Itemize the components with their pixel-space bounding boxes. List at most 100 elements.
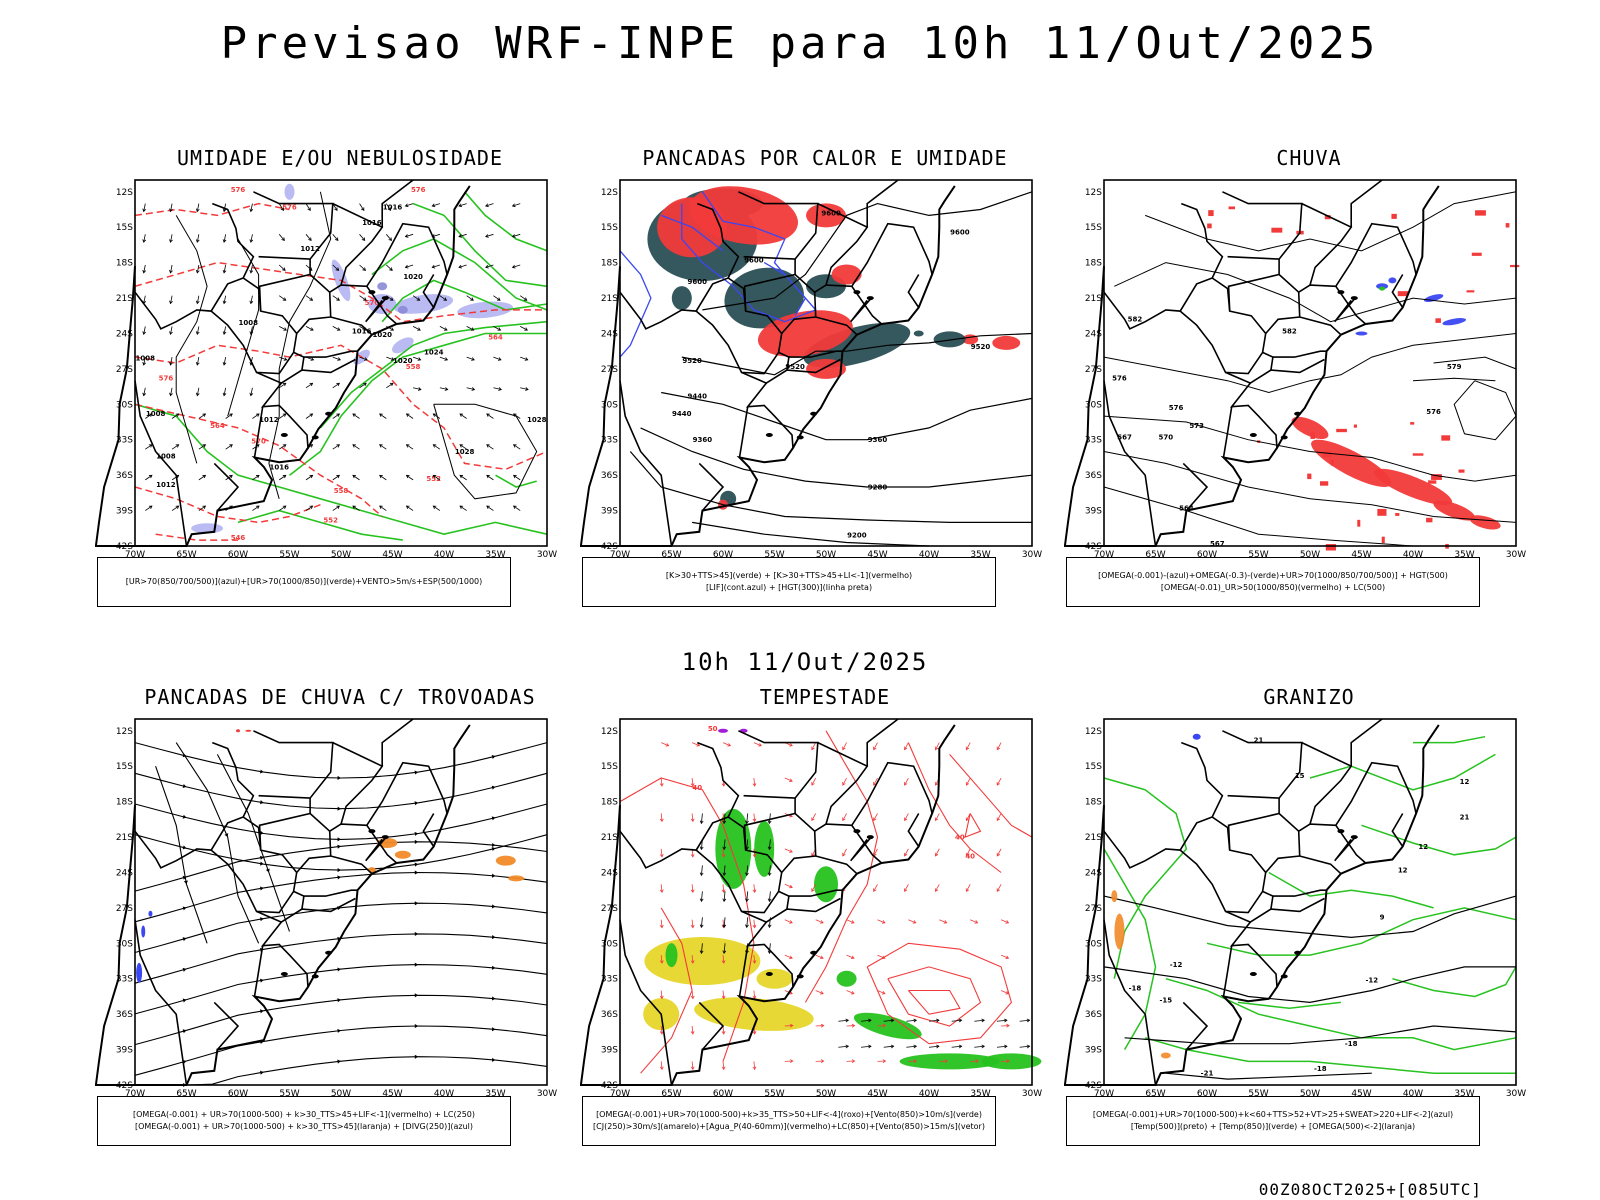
wind-vector	[143, 357, 146, 366]
wind-vector	[722, 1061, 725, 1070]
wind-vector	[175, 505, 180, 509]
lon-tick-label: 35W	[970, 550, 990, 560]
lon-tick-label: 65W	[1145, 550, 1165, 560]
wind-vector	[169, 331, 173, 336]
wind-vector	[202, 505, 207, 509]
wind-vector	[486, 475, 494, 481]
map-pancadas-calor: 9600 9600 9600 9600 9520 9520 9520 9440 9440 9360…	[580, 179, 1042, 560]
lon-tick-label: 50W	[1300, 550, 1320, 560]
wind-vector	[486, 505, 494, 511]
wind-vector	[659, 818, 664, 823]
streamline-arrowhead	[491, 996, 496, 1001]
strong-wind-vector	[868, 1044, 872, 1049]
wind-vector	[525, 387, 529, 391]
wind-vector	[252, 413, 260, 419]
wind-vector	[352, 475, 360, 481]
wind-vector	[842, 782, 846, 786]
wind-vector	[996, 782, 1001, 786]
lat-tick-label: 33S	[116, 975, 133, 985]
wind-vector	[379, 505, 383, 509]
lon-tick-label: 45W	[1351, 550, 1371, 560]
wind-vector	[170, 387, 173, 396]
strong-wind-vector	[722, 924, 727, 929]
wind-vector	[170, 326, 173, 335]
wind-vector	[282, 267, 286, 271]
wind-vector	[996, 884, 1002, 892]
wind-vector	[310, 357, 315, 361]
wind-vector	[223, 295, 227, 304]
streamline-arrowhead	[265, 868, 270, 873]
contour-label-red: 570	[251, 437, 266, 445]
wind-vector	[690, 783, 695, 787]
border-line	[422, 274, 435, 308]
contour-label: 9520	[682, 357, 702, 365]
lon-tick-label: 65W	[176, 550, 196, 560]
border-line	[788, 889, 843, 897]
wind-vector	[459, 474, 464, 479]
wind-vector	[881, 991, 886, 995]
streamline-arrowhead	[414, 870, 419, 875]
border-line	[743, 273, 816, 312]
convective-area-red	[757, 310, 853, 357]
wind-vector	[811, 782, 815, 786]
contour-label: 567	[1210, 540, 1225, 548]
strong-wind-vector	[767, 924, 772, 929]
wind-vector	[996, 746, 1001, 751]
lat-tick-label: 36S	[1085, 471, 1102, 481]
wind-vector	[721, 853, 726, 858]
lat-tick-label: 18S	[116, 259, 133, 269]
map-frame	[619, 718, 1033, 1086]
wind-vector	[202, 413, 207, 417]
wind-vector	[405, 233, 414, 238]
legend-box: [OMEGA(-0.001)-(azul)+OMEGA(-0.3)-(verde…	[1066, 557, 1480, 607]
wind-vector	[753, 777, 756, 787]
wind-vector	[659, 853, 664, 858]
wind-vector	[305, 475, 313, 481]
contour-label: 15	[1295, 772, 1305, 780]
wind-vector	[789, 1023, 794, 1028]
wind-vector	[877, 990, 886, 995]
lat-tick-label: 33S	[601, 975, 618, 985]
contour-label: 12	[1418, 843, 1428, 851]
wind-vector	[148, 474, 153, 479]
wind-vector	[691, 990, 694, 999]
border-line	[850, 297, 872, 323]
lon-tick-label: 35W	[1454, 1089, 1474, 1099]
wind-vector	[520, 356, 528, 361]
streamline-arrowhead	[414, 931, 419, 937]
wind-vector	[939, 919, 947, 924]
legend-line: [UR>70(850/700/500)](azul)+[UR>70(1000/8…	[125, 577, 483, 586]
strong-wind-vector	[701, 943, 703, 954]
wind-vector	[691, 777, 694, 787]
lat-tick-label: 12S	[601, 188, 618, 198]
wind-vector	[842, 742, 847, 750]
rain-area-red	[1412, 453, 1424, 456]
wind-vector	[721, 1031, 726, 1035]
wind-vector	[753, 919, 756, 928]
wind-vector	[278, 264, 286, 271]
humidity-contour-green	[495, 474, 537, 488]
lat-tick-label: 15S	[116, 223, 133, 233]
lon-tick-label: 60W	[228, 1089, 248, 1099]
wind-vector	[820, 1023, 825, 1028]
strong-wind-vector	[974, 1045, 985, 1048]
humidity-contour-green	[381, 279, 548, 323]
streamline-arrowhead	[414, 801, 419, 806]
lake	[1280, 974, 1288, 979]
border-line	[850, 836, 872, 862]
lat-tick-label: 18S	[1085, 798, 1102, 808]
wind-vector	[406, 444, 414, 450]
wind-vector	[493, 387, 502, 390]
wind-vector	[965, 888, 970, 892]
lat-tick-label: 12S	[1085, 727, 1102, 737]
map-frame	[1103, 718, 1517, 1086]
wind-vector	[305, 203, 311, 211]
temp850-contour	[1268, 871, 1434, 909]
streamline	[134, 803, 548, 840]
wind-vector	[431, 264, 436, 269]
rain-area-red	[1505, 223, 1510, 228]
lon-tick-label: 40W	[434, 550, 454, 560]
thunderstorm-area-red	[245, 729, 252, 732]
lat-tick-label: 39S	[601, 507, 618, 517]
